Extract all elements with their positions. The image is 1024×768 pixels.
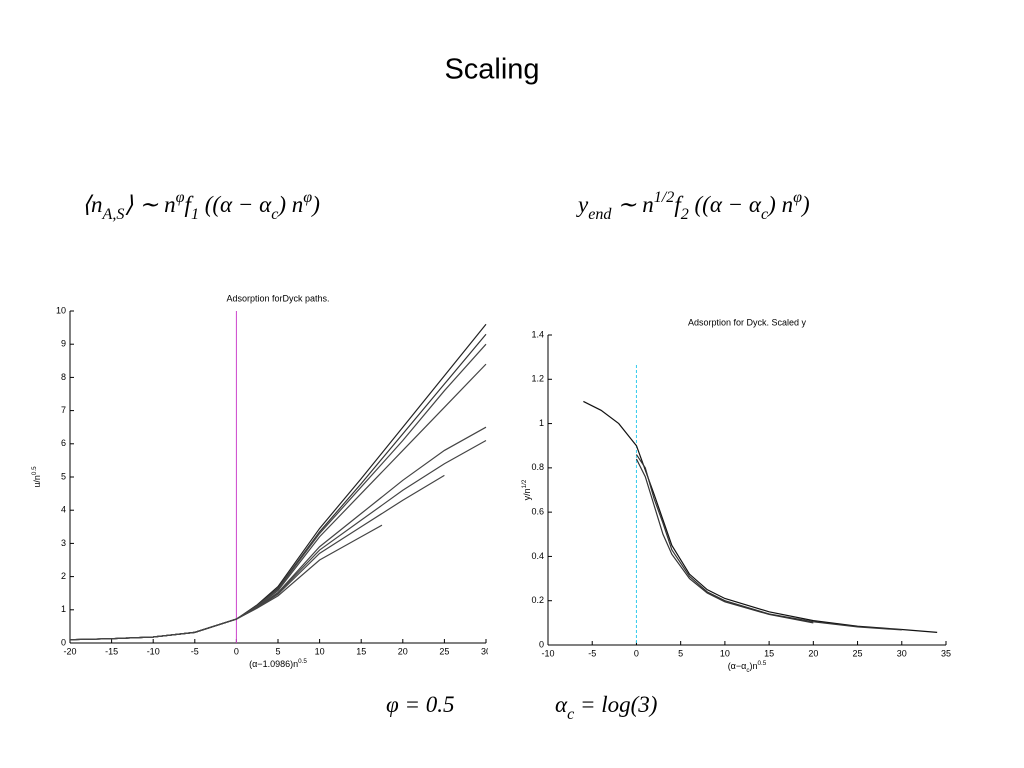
y-axis-label: u/n0.5 bbox=[31, 466, 42, 488]
data-line bbox=[69, 439, 487, 641]
footer-formula-part: α bbox=[555, 692, 568, 717]
formula-part: ⟩ ∼ n bbox=[124, 192, 175, 217]
y-tick-label: 6 bbox=[61, 438, 66, 448]
footer-formula-part: c bbox=[567, 706, 574, 723]
data-line bbox=[635, 458, 814, 624]
y-tick-label: 2 bbox=[61, 571, 66, 581]
slide-title: Scaling bbox=[444, 54, 539, 86]
y-tick-label: 10 bbox=[56, 305, 66, 315]
formula-part: φ bbox=[793, 189, 802, 206]
x-tick-label: 0 bbox=[634, 648, 639, 658]
x-axis-label-part: c bbox=[746, 667, 749, 674]
x-axis-label-part: )n bbox=[750, 661, 758, 671]
footer-formula: αc = log(3) bbox=[555, 692, 657, 723]
y-axis-label-part: 0.5 bbox=[31, 466, 38, 475]
footer-formula: φ = 0.5 bbox=[386, 692, 455, 717]
y-tick-label: 0 bbox=[539, 639, 544, 649]
formula-part: ) bbox=[800, 192, 810, 217]
x-tick-label: -15 bbox=[105, 646, 118, 656]
x-tick-label: 5 bbox=[275, 646, 280, 656]
x-tick-label: 15 bbox=[764, 648, 774, 658]
x-axis-label-part: 0.5 bbox=[298, 658, 307, 665]
y-axis-label-part: 1/2 bbox=[521, 479, 528, 488]
formula-part: ) bbox=[310, 192, 320, 217]
formula-part: ((α − α bbox=[689, 192, 762, 217]
x-axis-label-part: (α−1.0986)n bbox=[249, 659, 298, 669]
y-tick-label: 7 bbox=[61, 405, 66, 415]
x-axis-label: (α−1.0986)n0.5 bbox=[249, 658, 307, 669]
y-tick-label: 8 bbox=[61, 372, 66, 382]
formula-part: A,S bbox=[101, 206, 124, 223]
data-line bbox=[635, 454, 902, 631]
data-line bbox=[69, 426, 487, 641]
x-tick-label: -10 bbox=[147, 646, 160, 656]
formula-part: φ bbox=[303, 189, 312, 206]
formula-part: ) n bbox=[766, 192, 793, 217]
y-tick-label: 1.2 bbox=[531, 374, 544, 384]
footer-formula-part: = log(3) bbox=[574, 692, 657, 717]
formula-part: 1/2 bbox=[654, 189, 675, 206]
data-line bbox=[69, 363, 487, 641]
x-axis-label-part: 0.5 bbox=[758, 660, 767, 667]
y-axis-label-part: y/n bbox=[522, 488, 532, 500]
formula-part: ((α − α bbox=[199, 192, 272, 217]
formula: ⟨nA,S⟩ ∼ nφf1 ((α − αc) nφ) bbox=[82, 189, 320, 223]
formula-part: c bbox=[761, 206, 768, 223]
formula-part: end bbox=[588, 206, 612, 223]
formula: yend ∼ n1/2f2 ((α − αc) nφ) bbox=[576, 189, 810, 223]
x-tick-label: 0 bbox=[234, 646, 239, 656]
y-axis-label-part: u/n bbox=[32, 475, 42, 488]
formula-part: f bbox=[185, 192, 195, 217]
x-tick-label: 30 bbox=[481, 646, 491, 656]
x-tick-label: 25 bbox=[853, 648, 863, 658]
x-tick-label: 10 bbox=[720, 648, 730, 658]
x-tick-label: 20 bbox=[398, 646, 408, 656]
x-axis-label: (α−αc)n0.5 bbox=[728, 660, 767, 674]
y-axis-label: y/n1/2 bbox=[521, 479, 532, 500]
formula-part: ⟨n bbox=[82, 192, 102, 217]
formula-part: φ bbox=[176, 189, 185, 206]
y-tick-label: 0.6 bbox=[531, 507, 544, 517]
formula-part: 1 bbox=[191, 206, 199, 223]
y-tick-label: 0.8 bbox=[531, 462, 544, 472]
y-tick-label: 0 bbox=[61, 637, 66, 647]
y-tick-label: 1 bbox=[61, 604, 66, 614]
formula-part: ) n bbox=[276, 192, 303, 217]
x-tick-label: -5 bbox=[588, 648, 596, 658]
formula-part: y bbox=[576, 192, 589, 217]
chart-title: Adsorption for Dyck. Scaled y bbox=[688, 317, 807, 327]
x-tick-label: -20 bbox=[63, 646, 76, 656]
x-tick-label: 15 bbox=[356, 646, 366, 656]
data-line bbox=[69, 524, 383, 641]
chart: Adsorption for Dyck. Scaled y 0 0.2 0.4 0.6 0… bbox=[521, 317, 951, 674]
y-tick-label: 0.4 bbox=[531, 551, 544, 561]
chart: Adsorption forDyck paths. 0 1 2 3 4 5 6 7 8 9 10 -20… bbox=[31, 293, 491, 669]
x-tick-label: 10 bbox=[315, 646, 325, 656]
y-tick-label: 5 bbox=[61, 471, 66, 481]
footer-formula-part: φ = 0.5 bbox=[386, 692, 455, 717]
formula-part: ∼ n bbox=[611, 192, 653, 217]
data-line bbox=[69, 474, 445, 641]
chart-title: Adsorption forDyck paths. bbox=[226, 293, 329, 303]
formula-part: 2 bbox=[681, 206, 689, 223]
formula-part: c bbox=[271, 206, 278, 223]
x-axis-label-part: (α−α bbox=[728, 661, 747, 671]
y-tick-label: 0.2 bbox=[531, 595, 544, 605]
x-tick-label: 20 bbox=[808, 648, 818, 658]
x-tick-label: 35 bbox=[941, 648, 951, 658]
y-tick-label: 1.4 bbox=[531, 329, 544, 339]
x-tick-label: 25 bbox=[439, 646, 449, 656]
y-tick-label: 1 bbox=[539, 418, 544, 428]
x-tick-label: -10 bbox=[541, 648, 554, 658]
x-tick-label: -5 bbox=[191, 646, 199, 656]
data-line bbox=[583, 400, 938, 633]
x-tick-label: 30 bbox=[897, 648, 907, 658]
y-tick-label: 9 bbox=[61, 339, 66, 349]
y-tick-label: 4 bbox=[61, 505, 66, 515]
y-tick-label: 3 bbox=[61, 538, 66, 548]
formula-part: f bbox=[674, 192, 684, 217]
x-tick-label: 5 bbox=[678, 648, 683, 658]
